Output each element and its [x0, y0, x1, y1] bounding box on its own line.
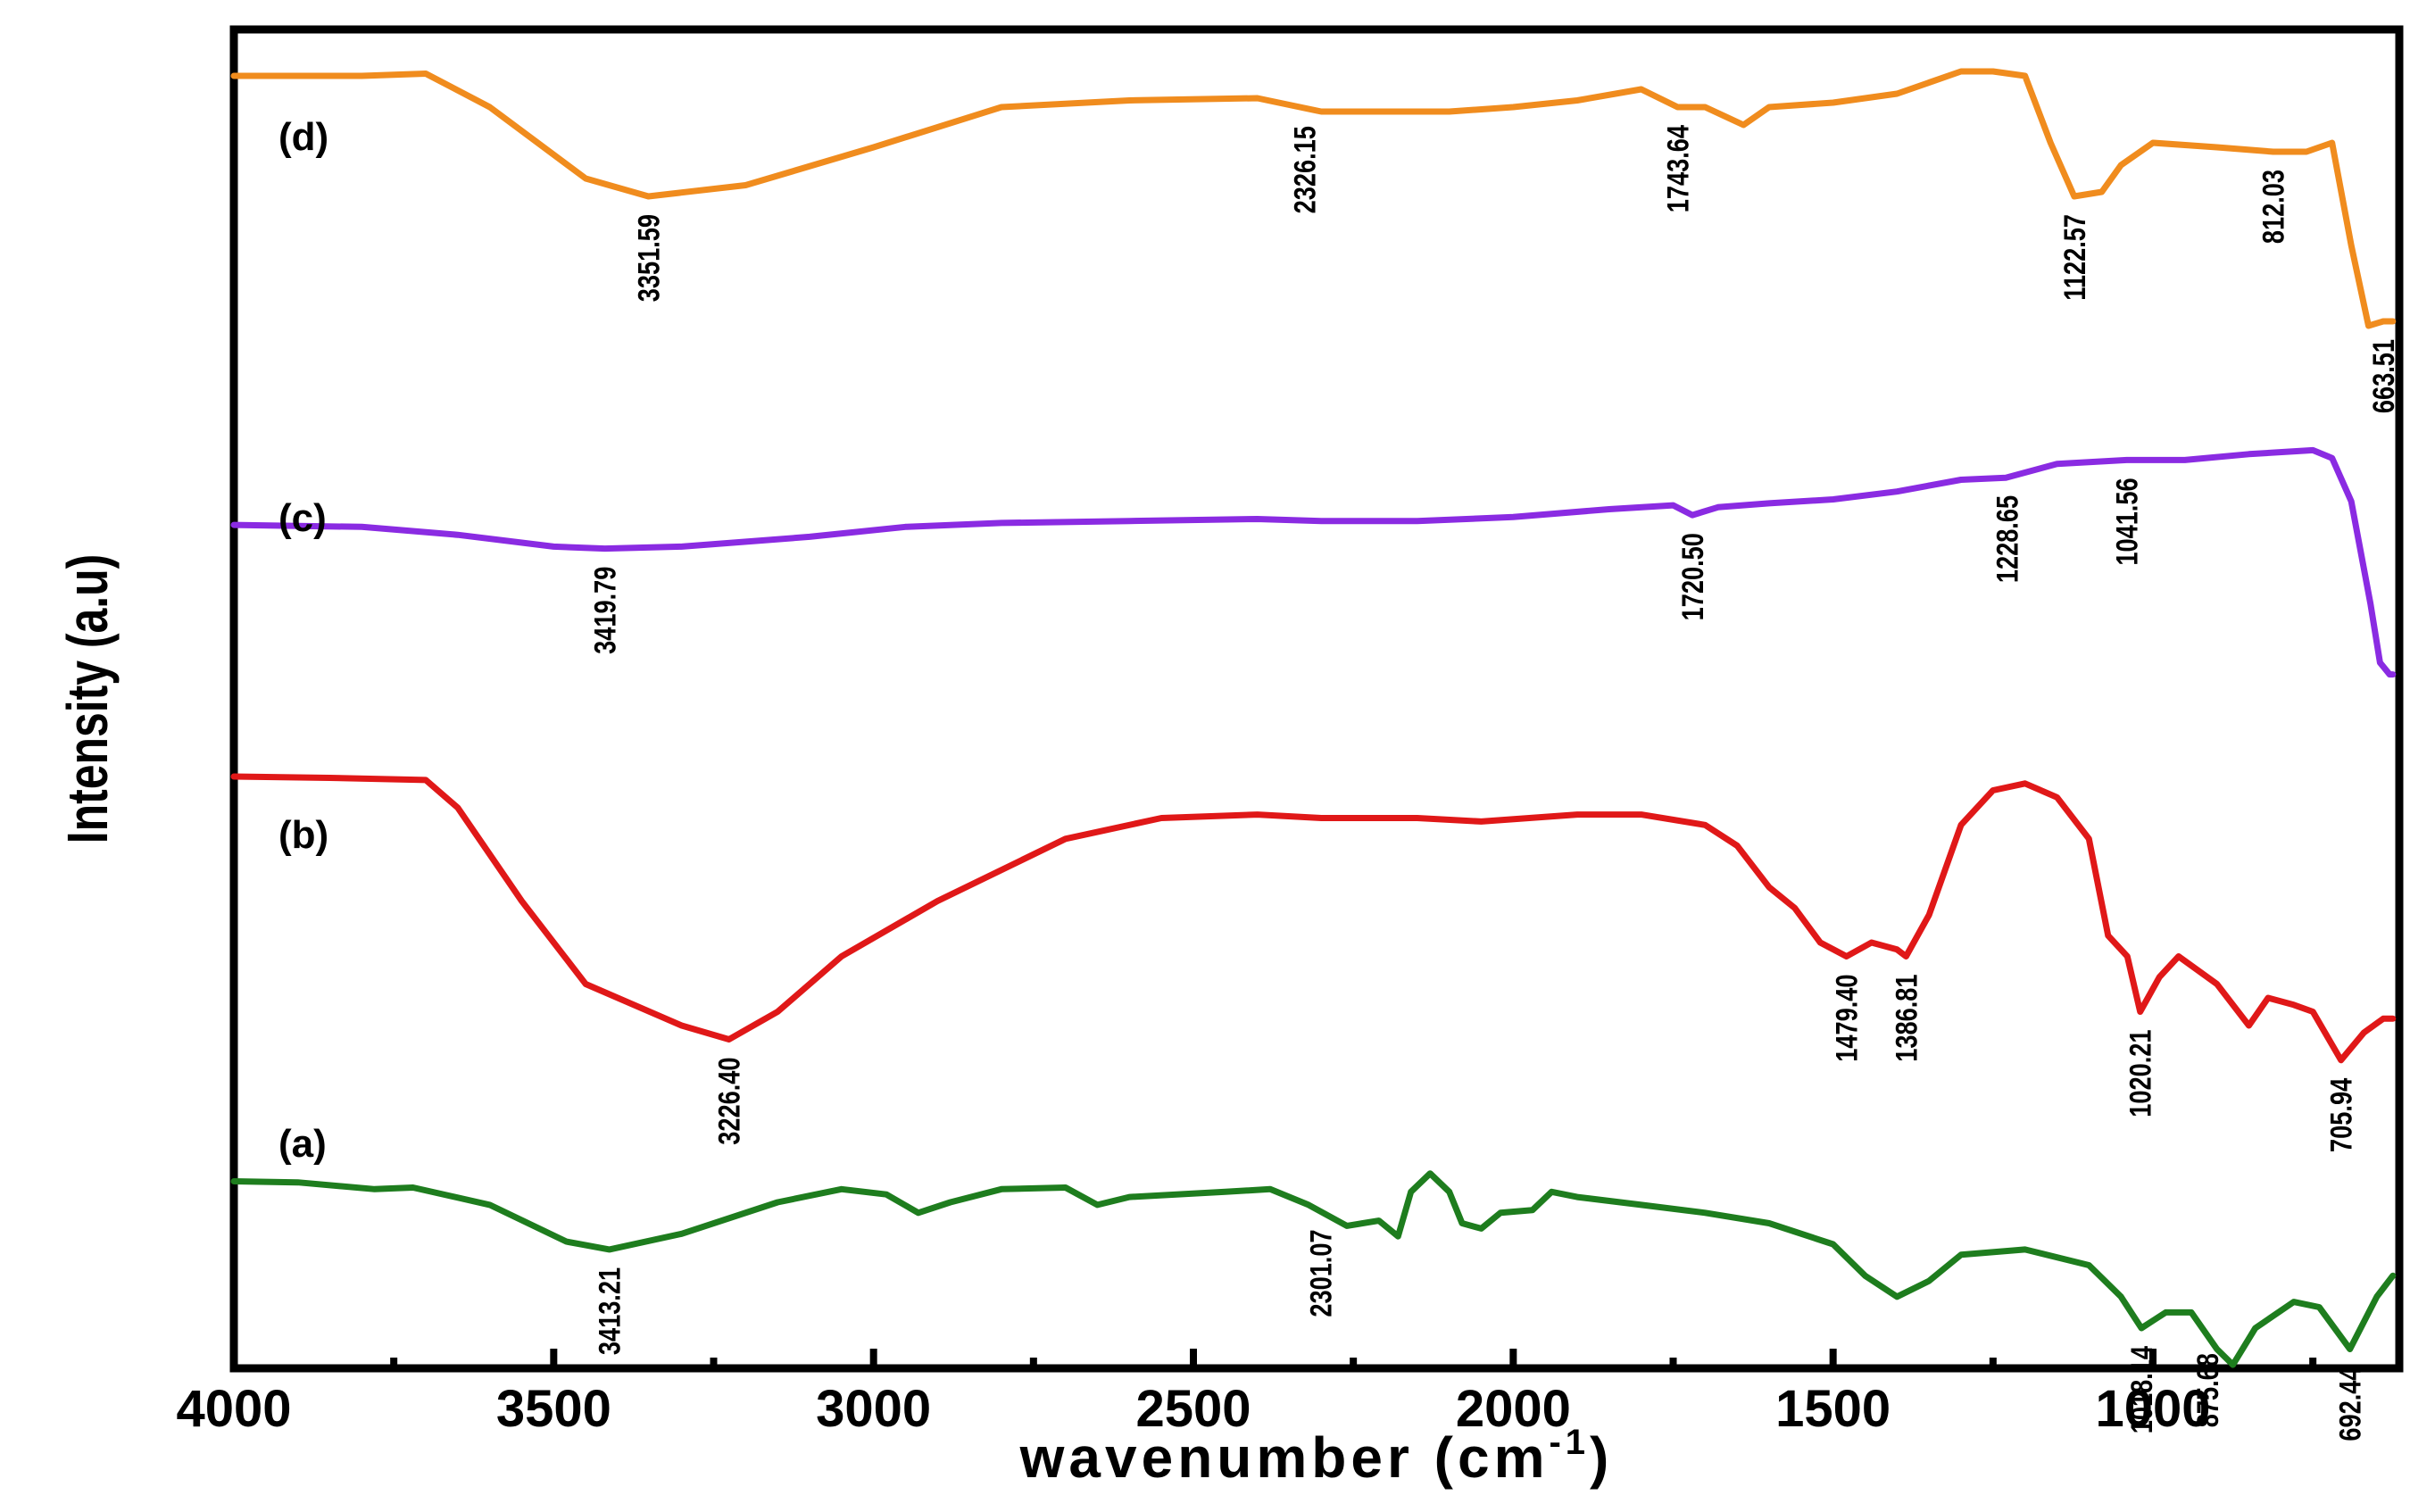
- series-tag-c: (c): [278, 496, 327, 540]
- peak-label: 2301.07: [1304, 1229, 1339, 1317]
- plot-frame: [229, 25, 2404, 1373]
- peak-label: 1020.21: [2123, 1030, 2158, 1117]
- x-tick-label: 3000: [816, 1380, 931, 1438]
- x-tick-label: 2500: [1135, 1380, 1251, 1438]
- series-tag-a: (a): [278, 1122, 327, 1166]
- peak-label: 1228.65: [1990, 495, 2025, 583]
- x-tick-label: 1000: [2095, 1380, 2210, 1438]
- x-axis-title-suffix: ): [1590, 1425, 1613, 1490]
- peak-label: 1122.57: [2057, 214, 2092, 301]
- peak-label: 3226.40: [712, 1058, 747, 1145]
- peak-label: 663.51: [2366, 339, 2401, 413]
- x-tick-label: 2000: [1456, 1380, 1571, 1438]
- x-axis-title-text: wavenumber (cm: [1019, 1425, 1550, 1490]
- series-tag-d: (d): [278, 115, 328, 159]
- x-tick-label: 1500: [1775, 1380, 1891, 1438]
- series-tags: (a) (b) (c) (d): [278, 115, 328, 1166]
- peak-label: 705.94: [2324, 1078, 2359, 1152]
- y-axis-title: Intensity (a.u): [56, 554, 120, 843]
- peak-label: 1479.40: [1830, 975, 1865, 1062]
- x-tick-label: 3500: [496, 1380, 611, 1438]
- spectra-series: [230, 68, 2397, 1368]
- peak-label: 812.03: [2256, 170, 2291, 244]
- peak-labels: 3413.21 2301.07 1018.14 875.68 692.44 3226.40…: [588, 125, 2401, 1441]
- series-tag-b: (b): [278, 813, 328, 857]
- peak-label: 1743.64: [1661, 125, 1696, 212]
- x-tick-label: 4000: [176, 1380, 291, 1438]
- peak-label: 1041.56: [2110, 478, 2145, 565]
- peak-label: 692.44: [2333, 1367, 2368, 1441]
- series-line-a: [230, 1170, 2397, 1368]
- series-line-d: [230, 68, 2397, 329]
- peak-label: 2326.15: [1288, 126, 1323, 213]
- x-axis-title: wavenumber (cm-1): [1019, 1423, 1614, 1490]
- peak-label: 875.68: [2190, 1353, 2225, 1427]
- peak-label: 3413.21: [593, 1267, 627, 1355]
- peak-label: 1018.14: [2124, 1346, 2159, 1433]
- peak-label: 1720.50: [1675, 533, 1710, 620]
- peak-label: 3351.59: [631, 214, 666, 302]
- x-axis-title-superscript: -1: [1549, 1423, 1590, 1462]
- peak-label: 3419.79: [588, 567, 623, 654]
- series-line-c: [230, 446, 2397, 678]
- series-line-b: [230, 773, 2397, 1064]
- peak-label: 1386.81: [1889, 975, 1924, 1062]
- x-axis-ticks: 4000 3500 3000 2500 2000 1500 1000: [176, 1349, 2317, 1438]
